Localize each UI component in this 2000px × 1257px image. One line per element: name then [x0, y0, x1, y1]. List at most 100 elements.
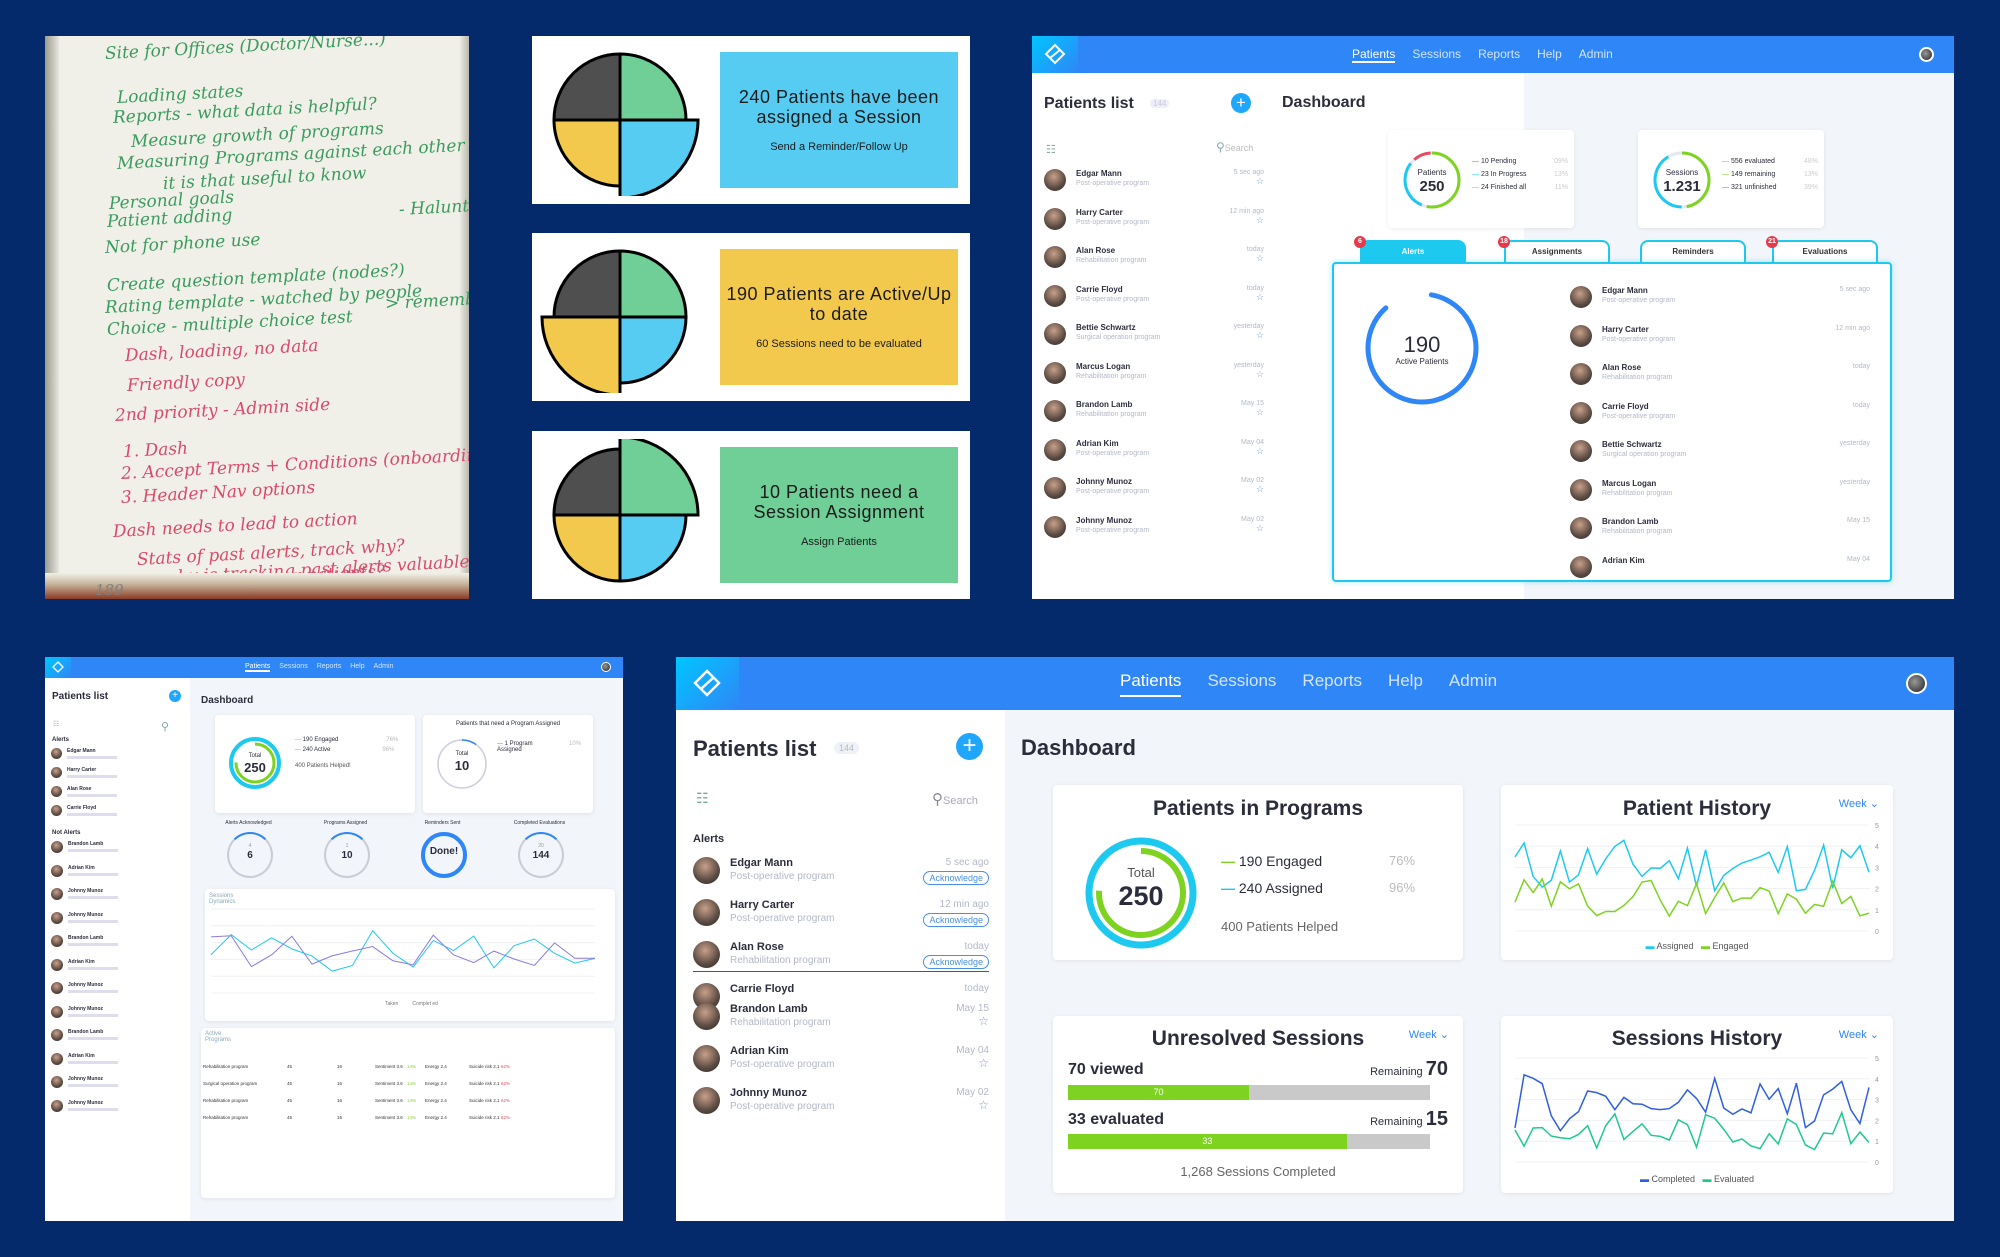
- star-icon[interactable]: ☆: [1255, 445, 1264, 456]
- avatar: [51, 805, 62, 816]
- patient-row[interactable]: Brandon Lamb: [51, 935, 183, 947]
- nav-sessions[interactable]: Sessions: [279, 663, 308, 670]
- star-icon[interactable]: ☆: [1255, 368, 1264, 379]
- patient-row[interactable]: Marcus Logan Rehabilitation program yester…: [1570, 478, 1870, 501]
- period-dropdown[interactable]: Week ⌄: [1409, 1028, 1449, 1041]
- patient-row[interactable]: Edgar Mann Post-operative program 5 sec ag…: [693, 857, 989, 886]
- search-icon[interactable]: ⚲: [161, 721, 170, 733]
- patient-row[interactable]: Harry Carter Post-operative program 12 min…: [693, 899, 989, 928]
- nav-reports[interactable]: Reports: [316, 663, 342, 670]
- patient-row[interactable]: Alan Rose Rehabilitation program today ☆: [1044, 246, 1264, 268]
- nav-reports[interactable]: Reports: [1302, 671, 1362, 690]
- patient-row[interactable]: Johnny Munoz: [51, 888, 183, 900]
- patient-row[interactable]: Alan Rose Rehabilitation program today Ackn…: [693, 941, 989, 970]
- patient-row[interactable]: Adrian Kim May 04: [1570, 555, 1870, 578]
- star-icon[interactable]: ☆: [1255, 214, 1264, 225]
- nav-patients[interactable]: Patients: [1120, 671, 1182, 697]
- patient-row[interactable]: Edgar Mann Post-operative program 5 sec ag…: [1570, 286, 1870, 308]
- tab-alerts[interactable]: Alerts 6: [1354, 236, 1466, 262]
- patient-row[interactable]: Alan Rose: [51, 786, 183, 797]
- logo-icon[interactable]: [676, 657, 739, 710]
- patient-row[interactable]: Brandon Lamb Rehabilitation program May 15: [1570, 517, 1870, 539]
- filter-icon[interactable]: ☷: [53, 721, 60, 728]
- filter-icon[interactable]: ☷: [1046, 144, 1056, 156]
- add-patient-button[interactable]: +: [169, 690, 181, 702]
- patient-row[interactable]: Johnny Munoz Post-operative program May 02…: [1044, 515, 1264, 538]
- patient-row[interactable]: Johnny Munoz Post-operative program May 02…: [1044, 477, 1264, 499]
- patient-row[interactable]: Adrian Kim: [51, 1052, 183, 1065]
- acknowledge-button[interactable]: Acknowledge: [923, 955, 989, 969]
- patient-row[interactable]: Johnny Munoz: [51, 911, 183, 924]
- search-input[interactable]: ⚲Search: [932, 790, 978, 808]
- nav-patients[interactable]: Patients: [1352, 47, 1396, 63]
- star-icon[interactable]: ☆: [978, 1098, 989, 1112]
- patient-row[interactable]: Edgar Mann Post-operative program 5 sec ag…: [1044, 169, 1264, 191]
- acknowledge-button[interactable]: Acknowledge: [923, 913, 989, 927]
- nav-admin[interactable]: Admin: [1578, 47, 1613, 61]
- nav-help[interactable]: Help: [350, 663, 365, 670]
- patient-row[interactable]: Adrian Kim Post-operative program May 04 ☆: [1044, 438, 1264, 461]
- star-icon[interactable]: ☆: [1255, 407, 1264, 417]
- patient-name: Alan Rose: [1076, 246, 1116, 255]
- patient-row[interactable]: Bettie Schwartz Surgical operation progra…: [1570, 440, 1870, 462]
- program-cell: Surgical operation program: [203, 1081, 258, 1086]
- tab-evaluations[interactable]: Evaluations 21: [1766, 236, 1878, 262]
- nav-reports[interactable]: Reports: [1478, 47, 1521, 61]
- nav-patients[interactable]: Patients: [245, 663, 271, 672]
- acknowledge-button[interactable]: Acknowledge: [923, 871, 989, 885]
- nav-admin[interactable]: Admin: [373, 663, 394, 670]
- patient-row[interactable]: Adrian Kim: [51, 864, 183, 877]
- logo-icon[interactable]: [1032, 36, 1078, 73]
- patient-row[interactable]: Alan Rose Rehabilitation program today: [1570, 363, 1870, 385]
- add-patient-button[interactable]: +: [956, 733, 983, 760]
- filter-icon[interactable]: ☷: [696, 790, 709, 806]
- patient-row[interactable]: Harry Carter Post-operative program 12 min…: [1044, 207, 1264, 230]
- patient-row[interactable]: Johnny Munoz: [51, 982, 183, 994]
- card-message[interactable]: 10 Patients need a Session Assignment As…: [720, 447, 958, 583]
- patient-row[interactable]: Adrian Kim: [51, 958, 183, 971]
- nav-help[interactable]: Help: [1537, 47, 1562, 61]
- logo-icon[interactable]: [45, 657, 71, 678]
- star-icon[interactable]: ☆: [1255, 291, 1264, 302]
- card-message[interactable]: 190 Patients are Active/Up to date 60 Se…: [720, 249, 958, 385]
- nav-sessions[interactable]: Sessions: [1207, 671, 1277, 690]
- star-icon[interactable]: ☆: [1255, 484, 1264, 494]
- patient-row[interactable]: Brandon Lamb Rehabilitation program May 15…: [1044, 400, 1264, 422]
- period-dropdown[interactable]: Week ⌄: [1839, 797, 1879, 810]
- patient-row[interactable]: Brandon Lamb: [51, 1029, 183, 1041]
- add-patient-button[interactable]: +: [1231, 93, 1251, 113]
- patient-row[interactable]: Brandon Lamb: [51, 841, 183, 853]
- star-icon[interactable]: ☆: [978, 1056, 989, 1070]
- patient-row[interactable]: Harry Carter Post-operative program 12 min…: [1570, 324, 1870, 347]
- patient-row[interactable]: Bettie Schwartz Surgical operation progra…: [1044, 323, 1264, 345]
- star-icon[interactable]: ☆: [1255, 330, 1264, 340]
- patient-row[interactable]: Harry Carter: [51, 767, 183, 778]
- period-dropdown[interactable]: Week ⌄: [1839, 1028, 1879, 1041]
- patient-row[interactable]: Adrian Kim Post-operative program May 04 ☆: [693, 1045, 989, 1072]
- user-avatar[interactable]: [1906, 673, 1927, 694]
- patient-row[interactable]: Marcus Logan Rehabilitation program yester…: [1044, 361, 1264, 384]
- patient-row[interactable]: Johnny Munoz Post-operative program May 02…: [693, 1087, 989, 1114]
- patient-row[interactable]: Carrie Floyd Post-operative program today: [1570, 401, 1870, 424]
- patient-row[interactable]: Carrie Floyd Post-operative program today ☆: [1044, 284, 1264, 307]
- card-message[interactable]: 240 Patients have been assigned a Sessio…: [720, 52, 958, 188]
- tab-reminders[interactable]: Reminders: [1640, 240, 1746, 262]
- patient-row[interactable]: Johnny Munoz: [51, 1076, 183, 1088]
- search-input[interactable]: ⚲Search: [1216, 140, 1253, 154]
- user-avatar[interactable]: [1919, 47, 1934, 62]
- patient-row[interactable]: Carrie Floyd today: [693, 983, 989, 1010]
- patient-row[interactable]: Johnny Munoz: [51, 1005, 183, 1018]
- patient-row[interactable]: Carrie Floyd: [51, 805, 183, 816]
- nav-admin[interactable]: Admin: [1448, 671, 1498, 690]
- tab-assignments[interactable]: Assignments 18: [1498, 236, 1610, 262]
- patient-row[interactable]: Brandon Lamb Rehabilitation program May 15…: [693, 1003, 989, 1030]
- star-icon[interactable]: ☆: [1255, 176, 1264, 186]
- user-avatar[interactable]: [601, 662, 611, 672]
- nav-help[interactable]: Help: [1387, 671, 1423, 690]
- star-icon[interactable]: ☆: [1255, 522, 1264, 533]
- star-icon[interactable]: ☆: [978, 1014, 989, 1028]
- nav-sessions[interactable]: Sessions: [1412, 47, 1462, 61]
- patient-row[interactable]: Johnny Munoz: [51, 1099, 183, 1112]
- star-icon[interactable]: ☆: [1255, 253, 1264, 263]
- patient-row[interactable]: Edgar Mann: [51, 748, 183, 759]
